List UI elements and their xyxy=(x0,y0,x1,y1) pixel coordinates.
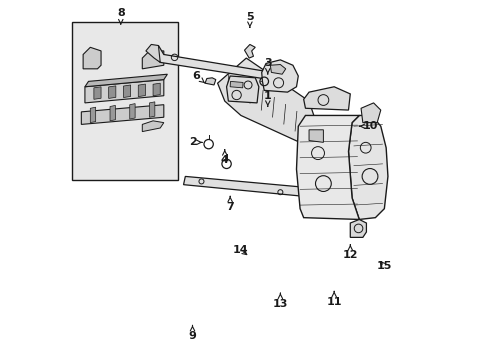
Polygon shape xyxy=(108,86,116,98)
Text: 1: 1 xyxy=(264,91,271,106)
Polygon shape xyxy=(145,44,160,62)
Text: 2: 2 xyxy=(188,138,202,147)
Polygon shape xyxy=(123,85,130,98)
Polygon shape xyxy=(204,78,215,85)
Polygon shape xyxy=(81,105,163,125)
Polygon shape xyxy=(303,87,349,110)
Polygon shape xyxy=(85,74,167,87)
Polygon shape xyxy=(142,121,163,132)
Text: 9: 9 xyxy=(188,325,196,341)
Polygon shape xyxy=(129,104,135,119)
Polygon shape xyxy=(308,130,323,142)
Text: 12: 12 xyxy=(342,245,357,260)
Polygon shape xyxy=(85,80,163,103)
Polygon shape xyxy=(230,81,243,88)
Text: 4: 4 xyxy=(221,150,228,165)
Polygon shape xyxy=(149,102,155,117)
Polygon shape xyxy=(226,76,258,103)
Polygon shape xyxy=(217,58,316,144)
Text: 14: 14 xyxy=(233,245,248,255)
Polygon shape xyxy=(83,47,101,69)
Text: 5: 5 xyxy=(245,12,253,27)
Polygon shape xyxy=(360,103,380,123)
Polygon shape xyxy=(244,44,255,58)
Bar xyxy=(72,22,178,180)
Polygon shape xyxy=(261,60,298,92)
Polygon shape xyxy=(138,84,145,96)
Text: 6: 6 xyxy=(192,71,204,83)
Polygon shape xyxy=(142,51,163,69)
Polygon shape xyxy=(296,116,359,220)
Polygon shape xyxy=(153,83,160,96)
Text: 8: 8 xyxy=(117,8,124,24)
Polygon shape xyxy=(270,64,285,74)
Polygon shape xyxy=(348,116,387,220)
Polygon shape xyxy=(349,220,366,237)
Text: 10: 10 xyxy=(359,121,377,131)
Text: 13: 13 xyxy=(272,293,287,309)
Polygon shape xyxy=(153,45,272,80)
Text: 15: 15 xyxy=(376,261,391,271)
Text: 7: 7 xyxy=(226,196,234,212)
Polygon shape xyxy=(94,87,101,99)
Polygon shape xyxy=(183,176,303,196)
Polygon shape xyxy=(90,107,96,123)
Text: 3: 3 xyxy=(264,58,271,74)
Polygon shape xyxy=(110,105,115,121)
Text: 11: 11 xyxy=(325,291,341,307)
